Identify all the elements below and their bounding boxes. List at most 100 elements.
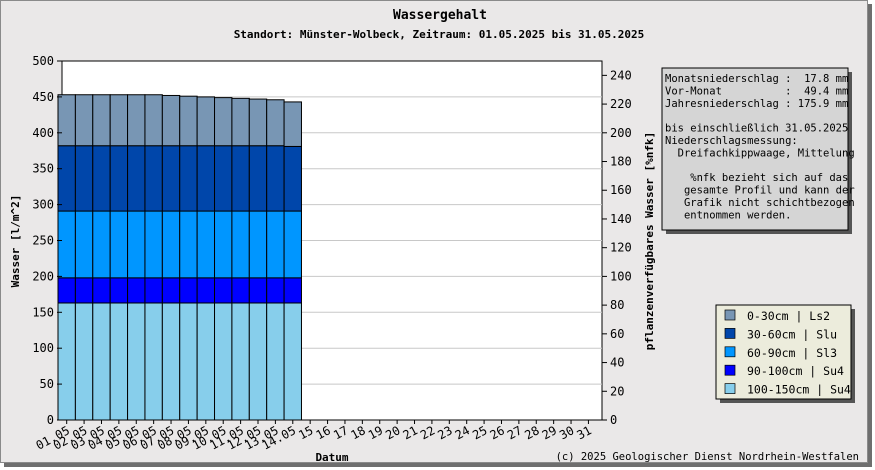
y-tick-label: 200: [32, 269, 54, 283]
bar-segment: [57, 145, 76, 212]
bar-stacks: [57, 94, 302, 421]
info-line: Dreifachkippwaage, Mittelung: [665, 147, 855, 159]
y2-tick-label: 220: [610, 97, 632, 111]
bar-segment: [266, 210, 285, 279]
bar-segment: [196, 277, 216, 304]
x-tick-label: 22: [418, 423, 437, 442]
bar-segment: [161, 210, 181, 279]
bar-segment: [283, 145, 302, 212]
x-tick-label: 31: [575, 423, 594, 442]
bar-segment: [57, 94, 76, 147]
legend: 0-30cm | Ls2 30-60cm | Slu 60-90cm | Sl3 90…: [715, 304, 855, 403]
bar-segment: [127, 210, 146, 279]
legend-label: 60-90cm | Sl3: [747, 346, 837, 360]
bar-segment: [283, 101, 302, 147]
bar-segment: [196, 96, 216, 147]
info-line: Vor-Monat : 49.4 mm: [665, 85, 848, 97]
bar-segment: [231, 277, 250, 304]
info-line: Grafik nicht schichtbezogen: [665, 197, 855, 209]
bar-segment: [144, 145, 163, 212]
chart-frame: Wassergehalt Standort: Münster-Wolbeck, …: [0, 0, 868, 464]
legend-label: 90-100cm | Su4: [747, 364, 844, 378]
bar-segment: [74, 94, 94, 147]
bar-segment: [283, 277, 302, 304]
bar-segment: [231, 302, 250, 421]
bar-segment: [179, 95, 198, 147]
x-tick-label: 28: [522, 423, 541, 442]
legend-swatch: [724, 346, 736, 358]
y2-tick-label: 40: [610, 356, 624, 370]
bar-segment: [57, 277, 76, 304]
y-tick-label: 300: [32, 198, 54, 212]
y2-tick-label: 100: [610, 269, 632, 283]
bar-segment: [109, 145, 129, 212]
y2-tick-label: 20: [610, 384, 624, 398]
x-tick-label: 26: [488, 423, 507, 442]
y2-tick-label: 120: [610, 241, 632, 255]
info-line: bis einschließlich 31.05.2025: [665, 123, 848, 135]
bar-segment: [161, 277, 181, 304]
bar-segment: [266, 277, 285, 304]
bar-segment: [74, 277, 94, 304]
legend-label: 30-60cm | Slu: [747, 327, 837, 341]
y-tick-label: 500: [32, 54, 54, 68]
x-tick-label: 15: [296, 423, 315, 442]
y-tick-label: 100: [32, 341, 54, 355]
legend-swatch: [724, 309, 736, 321]
x-tick-label: 27: [505, 423, 524, 442]
bar-segment: [57, 302, 76, 421]
bar-segment: [214, 210, 233, 279]
x-tick-label: 17: [331, 423, 350, 442]
bar-segment: [248, 277, 268, 304]
x-axis-label: Datum: [315, 451, 348, 462]
bar-segment: [161, 94, 181, 147]
y-tick-label: 250: [32, 234, 54, 248]
y-tick-label: 0: [47, 413, 54, 427]
bar-segment: [109, 210, 129, 279]
bar-segment: [144, 210, 163, 279]
bar-segment: [57, 210, 76, 279]
bar-segment: [283, 210, 302, 279]
bar-segment: [214, 97, 233, 147]
info-line: %nfk bezieht sich auf das: [665, 172, 848, 184]
bar-segment: [248, 145, 268, 212]
right-axis-ticks: 0 20 40 60 80 100 120 140 160 180 200 220 240: [602, 68, 632, 427]
bar-segment: [179, 210, 198, 279]
bar-segment: [92, 94, 111, 147]
x-tick-label: 29: [540, 423, 559, 442]
bar-segment: [196, 145, 216, 212]
info-line: entnommen werden.: [665, 209, 791, 221]
bar-segment: [161, 302, 181, 421]
bar-segment: [283, 302, 302, 421]
bar-segment: [92, 145, 111, 212]
legend-label: 0-30cm | Ls2: [747, 309, 830, 323]
bar-segment: [196, 302, 216, 421]
info-line: Monatsniederschlag : 17.8 mm: [665, 73, 848, 85]
info-line: Jahresniederschlag : 175.9 mm: [665, 98, 848, 110]
chart-subtitle: Standort: Münster-Wolbeck, Zeitraum: 01.…: [234, 28, 645, 41]
y-axis-label: Wasser [l/m^2]: [9, 195, 22, 288]
y2-tick-label: 240: [610, 68, 632, 82]
bar-segment: [127, 277, 146, 304]
bar-segment: [248, 98, 268, 147]
y2-tick-label: 0: [610, 413, 617, 427]
y-tick-label: 450: [32, 90, 54, 104]
bar-segment: [179, 277, 198, 304]
bar-segment: [144, 302, 163, 421]
x-tick-label: 20: [383, 423, 402, 442]
bar-segment: [231, 210, 250, 279]
legend-swatch: [724, 383, 736, 394]
x-tick-label: 30: [557, 423, 576, 442]
bar-segment: [248, 210, 268, 279]
x-tick-label: 24: [453, 423, 472, 442]
y2-tick-label: 180: [610, 155, 632, 169]
y2-axis-label: pflanzenverfügbares Wasser [%nfk]: [643, 132, 656, 351]
y-tick-label: 350: [32, 162, 54, 176]
y-tick-label: 50: [40, 377, 54, 391]
bar-segment: [179, 302, 198, 421]
left-axis-ticks: 0 50 100 150 200 250 300 350 400 450 500: [32, 54, 62, 427]
bar-segment: [214, 145, 233, 212]
water-content-chart: Wassergehalt Standort: Münster-Wolbeck, …: [9, 8, 859, 464]
